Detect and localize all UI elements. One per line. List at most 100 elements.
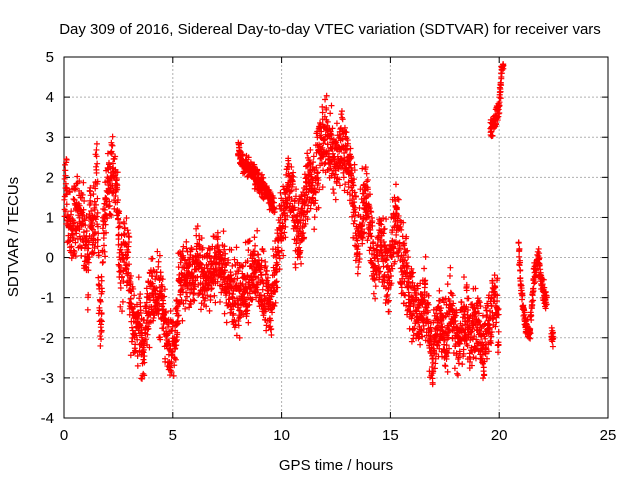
data-point: [127, 295, 134, 302]
data-point: [295, 233, 302, 240]
data-point: [461, 329, 468, 336]
data-point: [323, 92, 330, 99]
data-point: [319, 103, 326, 110]
data-point: [492, 323, 499, 330]
data-point: [134, 336, 141, 343]
data-point: [199, 291, 206, 298]
data-point: [495, 349, 502, 356]
data-point: [542, 288, 549, 295]
data-point: [127, 352, 134, 359]
data-point: [109, 183, 116, 190]
data-point: [328, 102, 335, 109]
data-point: [245, 247, 252, 254]
data-point: [205, 282, 212, 289]
data-point: [224, 259, 231, 266]
data-point: [419, 333, 426, 340]
data-point: [518, 285, 525, 292]
data-point: [141, 359, 148, 366]
data-point: [229, 262, 236, 269]
data-point: [72, 239, 79, 246]
data-point: [475, 317, 482, 324]
data-point: [121, 259, 128, 266]
data-point: [94, 195, 101, 202]
data-point: [257, 269, 264, 276]
data-point: [134, 352, 141, 359]
data-point: [480, 375, 487, 382]
data-point: [211, 292, 218, 299]
data-point: [221, 310, 228, 317]
data-point: [392, 181, 399, 188]
data-point: [94, 236, 101, 243]
data-point: [411, 325, 418, 332]
data-point: [98, 309, 105, 316]
data-point: [319, 184, 326, 191]
data-point: [395, 212, 402, 219]
data-point: [500, 61, 507, 68]
data-point: [367, 244, 374, 251]
data-point: [124, 254, 131, 261]
data-point: [549, 329, 556, 336]
data-point: [85, 259, 92, 266]
data-point: [99, 225, 106, 232]
data-point: [237, 140, 244, 147]
data-point: [140, 346, 147, 353]
data-point: [359, 235, 366, 242]
data-point: [155, 263, 162, 270]
data-point: [152, 290, 159, 297]
data-point: [268, 332, 275, 339]
data-point: [180, 243, 187, 250]
data-point: [107, 211, 114, 218]
data-point: [492, 284, 499, 291]
data-point: [97, 333, 104, 340]
data-point: [212, 299, 219, 306]
data-point: [536, 255, 543, 262]
data-point: [124, 227, 131, 234]
data-point: [263, 327, 270, 334]
data-point: [444, 349, 451, 356]
data-point: [99, 288, 106, 295]
data-point: [409, 279, 416, 286]
data-point: [271, 302, 278, 309]
data-point: [302, 220, 309, 227]
data-point: [80, 179, 87, 186]
data-point: [360, 199, 367, 206]
data-point: [80, 206, 87, 213]
data-point: [493, 121, 500, 128]
data-point: [519, 292, 526, 299]
data-point: [310, 153, 317, 160]
data-point: [98, 327, 105, 334]
data-point: [246, 301, 253, 308]
data-point: [115, 209, 122, 216]
data-point: [300, 229, 307, 236]
data-point: [290, 173, 297, 180]
data-point: [475, 310, 482, 317]
data-point: [269, 309, 276, 316]
data-point: [330, 190, 337, 197]
data-point: [401, 278, 408, 285]
y-tick-label: -2: [41, 330, 54, 347]
data-point: [314, 170, 321, 177]
data-point: [175, 312, 182, 319]
data-point: [517, 267, 524, 274]
data-point: [305, 188, 312, 195]
data-point: [495, 306, 502, 313]
data-point: [368, 257, 375, 264]
chart-title: Day 309 of 2016, Sidereal Day-to-day VTE…: [59, 21, 601, 38]
data-point: [270, 195, 277, 202]
data-point: [459, 322, 466, 329]
data-point: [370, 290, 377, 297]
data-point: [533, 265, 540, 272]
data-point: [68, 243, 75, 250]
data-point: [190, 296, 197, 303]
data-point: [258, 257, 265, 264]
data-point: [413, 290, 420, 297]
data-point: [98, 318, 105, 325]
data-point: [282, 234, 289, 241]
data-point: [93, 140, 100, 147]
data-point: [442, 313, 449, 320]
data-point: [482, 335, 489, 342]
data-point: [383, 216, 390, 223]
data-point: [318, 128, 325, 135]
data-point: [443, 355, 450, 362]
data-point: [145, 325, 152, 332]
